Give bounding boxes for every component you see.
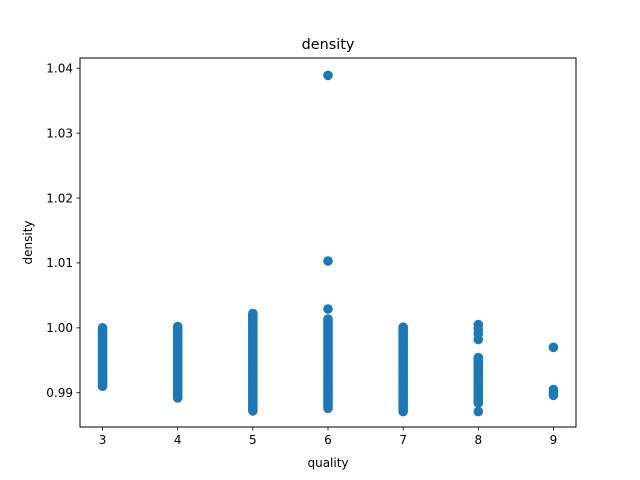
- data-point: [323, 256, 333, 266]
- x-tick-label: 3: [99, 433, 107, 447]
- data-point: [473, 334, 484, 345]
- data-point: [248, 308, 258, 319]
- data-point: [398, 322, 408, 332]
- data-point: [323, 314, 333, 324]
- data-point: [473, 352, 484, 363]
- data-point: [172, 321, 183, 332]
- x-axis-ticks: 3 4 5 6 7 8 9: [99, 427, 558, 447]
- x-axis-label: quality: [307, 456, 348, 470]
- data-point: [323, 70, 333, 81]
- data-point: [548, 342, 559, 353]
- y-axis-ticks: 0.99 1.00 1.01 1.02 1.03 1.04: [46, 62, 80, 400]
- y-tick-label: 1.02: [46, 191, 73, 205]
- data-point: [323, 304, 333, 314]
- y-tick-label: 1.03: [46, 126, 73, 140]
- data-points: [97, 70, 559, 417]
- x-tick-label: 9: [550, 433, 558, 447]
- x-tick-label: 8: [474, 433, 482, 447]
- x-tick-label: 7: [399, 433, 407, 447]
- x-tick-label: 6: [324, 433, 332, 447]
- y-tick-label: 1.00: [46, 321, 73, 335]
- data-point: [97, 323, 108, 333]
- y-tick-label: 1.04: [46, 62, 73, 76]
- data-point: [473, 406, 484, 417]
- y-axis-label: density: [21, 221, 35, 265]
- chart-title: density: [302, 37, 355, 53]
- x-tick-label: 4: [174, 433, 182, 447]
- y-tick-label: 0.99: [46, 386, 73, 400]
- x-tick-label: 5: [249, 433, 257, 447]
- data-point: [548, 390, 559, 401]
- y-tick-label: 1.01: [46, 256, 73, 270]
